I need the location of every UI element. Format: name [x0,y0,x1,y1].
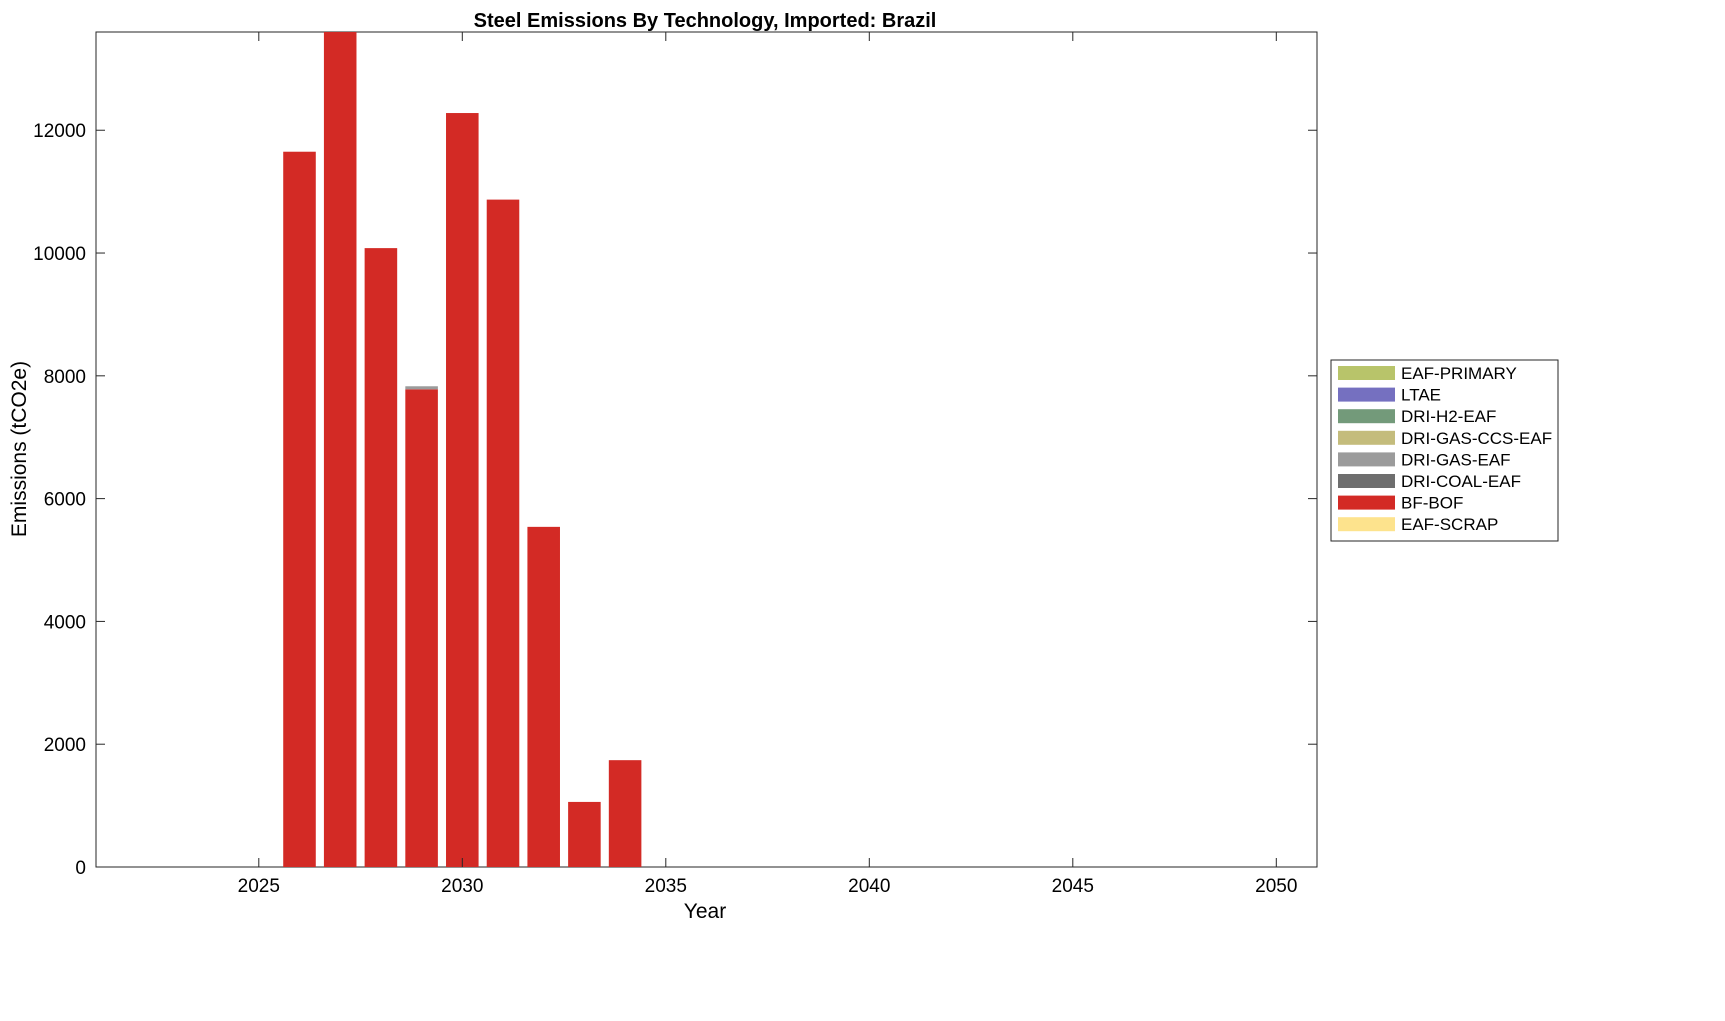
bars-group [283,32,642,868]
legend-label-eaf-primary: EAF-PRIMARY [1401,364,1517,383]
x-tick-label: 2045 [1052,876,1094,897]
bar-bf-bof-2028 [364,248,398,867]
y-tick-label: 0 [75,858,86,879]
legend-label-eaf-scrap: EAF-SCRAP [1401,515,1498,534]
x-axis: 2025 2030 2035 2040 2045 2050 [238,32,1297,897]
bar-bf-bof-2029 [405,389,438,867]
x-tick-label: 2035 [645,876,687,897]
legend-swatch-eaf-scrap [1338,517,1395,532]
x-tick-label: 2025 [238,876,280,897]
x-tick-label: 2050 [1255,876,1297,897]
bar-bf-bof-2030 [446,113,479,868]
bar-dri-gas-eaf-2029 [405,386,438,390]
legend-swatch-dri-coal-eaf [1338,474,1395,488]
bar-bf-bof-2034 [608,760,642,867]
y-tick-label: 12000 [33,121,86,142]
legend-label-bf-bof: BF-BOF [1401,494,1463,513]
bar-bf-bof-2033 [568,801,601,867]
bar-bf-bof-2027 [323,32,357,867]
legend-label-dri-gas-ccs-eaf: DRI-GAS-CCS-EAF [1401,429,1552,448]
y-tick-label: 8000 [44,367,86,388]
legend: EAF-PRIMARY LTAE DRI-H2-EAF DRI-GAS-CCS-EAF… [1330,359,1559,542]
legend-label-ltae: LTAE [1401,386,1441,405]
bar-bf-bof-2032 [527,526,560,867]
legend-swatch-dri-h2-eaf [1338,409,1395,424]
legend-swatch-ltae [1338,387,1395,402]
y-axis-label: Emissions (tCO2e) [8,361,31,537]
y-tick-label: 6000 [44,490,86,511]
legend-label-dri-h2-eaf: DRI-H2-EAF [1401,407,1496,426]
bar-bf-bof-2026 [283,151,316,868]
x-tick-label: 2030 [441,876,483,897]
legend-label-dri-coal-eaf: DRI-COAL-EAF [1401,472,1521,491]
legend-swatch-dri-gas-eaf [1338,452,1395,467]
bar-bf-bof-2031 [486,199,520,868]
x-axis-label: Year [684,900,726,923]
chart-title: Steel Emissions By Technology, Imported:… [474,10,937,32]
y-tick-label: 4000 [44,612,86,633]
legend-swatch-eaf-primary [1338,366,1395,380]
legend-swatch-dri-gas-ccs-eaf [1338,430,1395,445]
legend-swatch-bf-bof [1338,495,1395,510]
y-axis: 0 2000 4000 6000 8000 10000 12000 [33,121,1317,879]
plot-area [95,31,1318,868]
y-tick-label: 2000 [44,735,86,756]
x-tick-label: 2040 [848,876,890,897]
legend-label-dri-gas-eaf: DRI-GAS-EAF [1401,450,1511,469]
y-tick-label: 10000 [33,244,86,265]
